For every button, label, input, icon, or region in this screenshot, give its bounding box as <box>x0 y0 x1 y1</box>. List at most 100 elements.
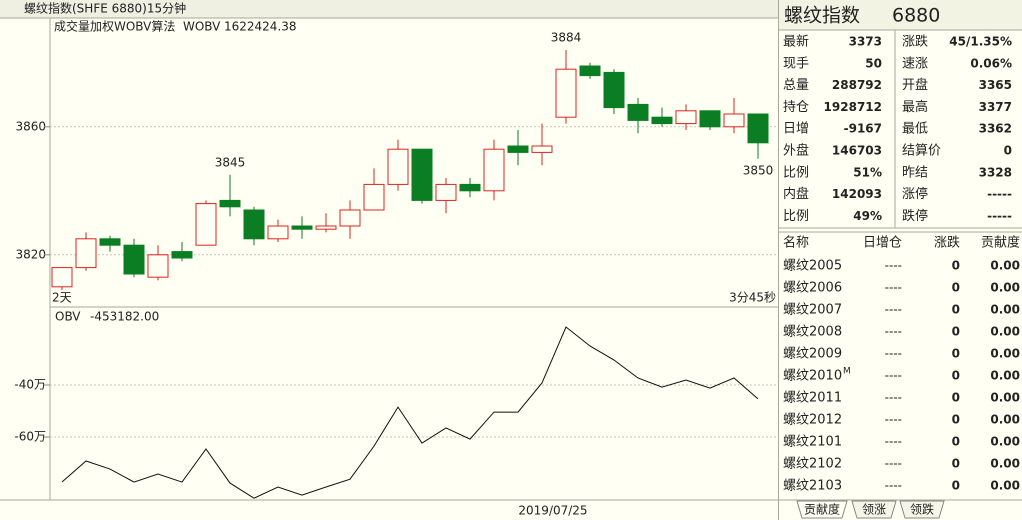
tab-shape[interactable] <box>899 500 945 519</box>
table-cell: 0.00 <box>990 479 1020 493</box>
candle-body <box>99 238 121 246</box>
candle-body <box>123 244 145 275</box>
contract-name[interactable]: 螺纹2006 <box>783 281 842 296</box>
candle-body <box>627 103 649 121</box>
tab-label[interactable]: 领跌 <box>910 502 934 517</box>
table-cell: 0 <box>952 369 960 383</box>
table-cell: 0.00 <box>990 303 1020 317</box>
tab-shape[interactable] <box>851 500 897 519</box>
quote-value: 3365 <box>979 78 1012 92</box>
contract-name[interactable]: 螺纹2009 <box>783 347 842 362</box>
contract-name[interactable]: 螺纹2005 <box>783 259 842 274</box>
table-cell: 0 <box>952 303 960 317</box>
legend-value: -453182.00 <box>90 310 159 324</box>
quote-label: 最高 <box>902 99 928 115</box>
y-tick-label: -40万 <box>14 378 46 392</box>
quote-label: 总量 <box>783 78 809 93</box>
table-cell: 0.00 <box>990 325 1020 339</box>
candle-body <box>435 183 457 201</box>
contract-name[interactable]: 螺纹2103 <box>783 479 842 494</box>
quote-label: 结算价 <box>902 144 941 159</box>
quote-value: 3377 <box>979 100 1012 114</box>
header-title: 螺纹指数(SHFE 6880)15分钟 <box>24 1 186 16</box>
table-cell: 0.00 <box>990 259 1020 273</box>
candle-body <box>507 145 529 153</box>
quote-label: 内盘 <box>783 186 809 202</box>
contract-name[interactable]: 螺纹2011 <box>783 391 842 406</box>
y-tick-label: 3820 <box>15 247 46 261</box>
quote-value: 49% <box>853 209 882 223</box>
table-cell: 0 <box>952 391 960 405</box>
tab-label[interactable]: 贡献度 <box>804 502 840 517</box>
candle-body <box>195 203 217 246</box>
candle-body <box>483 148 505 192</box>
table-cell: ---- <box>885 347 902 361</box>
table-cell: ---- <box>885 391 902 405</box>
indicator-value: 1622424.38 <box>224 20 297 34</box>
annotation: 3845 <box>215 155 246 169</box>
table-cell: 0 <box>952 413 960 427</box>
quote-title: 螺纹指数 <box>784 5 860 27</box>
candle-body <box>75 238 97 269</box>
quote-label: 速涨 <box>902 56 928 71</box>
table-cell: 0 <box>952 457 960 471</box>
table-cell: 0.00 <box>990 369 1020 383</box>
contract-name[interactable]: 螺纹2007 <box>783 303 842 318</box>
table-cell: 0 <box>952 281 960 295</box>
candle-body <box>531 145 553 153</box>
quote-label: 外盘 <box>783 143 809 159</box>
table-cell: 0.00 <box>990 281 1020 295</box>
date-label: 2019/07/25 <box>518 504 587 518</box>
table-cell: 0 <box>952 325 960 339</box>
quote-label: 持仓 <box>783 100 809 115</box>
table-cell: ---- <box>885 325 902 339</box>
tab-shape[interactable] <box>796 500 848 519</box>
candle-body <box>339 209 361 227</box>
candle-body <box>603 71 625 109</box>
table-cell: ---- <box>885 369 902 383</box>
table-cell: 0.00 <box>990 391 1020 405</box>
quote-value: ----- <box>987 187 1012 201</box>
quote-label: 最低 <box>902 122 928 137</box>
table-cell: ---- <box>885 281 902 295</box>
quote-value: ----- <box>987 209 1012 223</box>
table-cell: ---- <box>885 435 902 449</box>
candle-body <box>699 110 721 128</box>
quote-label: 昨结 <box>902 165 928 180</box>
contract-name[interactable]: 螺纹2012 <box>783 413 842 428</box>
candle-body <box>315 225 337 230</box>
table-cell: ---- <box>885 259 902 273</box>
candle-body <box>459 183 481 192</box>
contract-name[interactable]: 螺纹2008 <box>783 325 842 340</box>
indicator-label: WOBV <box>183 20 221 34</box>
quote-header <box>779 0 1022 30</box>
y-tick-label: 3860 <box>15 119 46 133</box>
contract-name[interactable]: 螺纹2010 <box>783 369 842 384</box>
contract-name[interactable]: 螺纹2102 <box>783 457 842 472</box>
table-cell: 0 <box>952 347 960 361</box>
quote-value: 0.06% <box>970 56 1012 70</box>
candle-body <box>723 113 745 128</box>
quote-label: 跌停 <box>902 208 928 224</box>
corner-note: 2天 <box>52 291 72 305</box>
table-header: 涨跌 <box>934 235 960 251</box>
candle-body <box>579 65 601 77</box>
quote-label: 最新 <box>783 34 809 50</box>
table-cell: 0 <box>952 435 960 449</box>
candle-body <box>411 148 433 201</box>
contract-name[interactable]: 螺纹2101 <box>783 435 842 450</box>
table-header: 日增仓 <box>863 236 902 251</box>
table-cell: 0 <box>952 479 960 493</box>
candle-body <box>747 113 769 144</box>
table-cell: ---- <box>885 303 902 317</box>
quote-value: 45/1.35% <box>949 35 1012 49</box>
y-tick-label: -60万 <box>14 430 46 444</box>
corner-note: 3分45秒 <box>729 291 776 305</box>
table-cell: 0.00 <box>990 347 1020 361</box>
table-cell: ---- <box>885 479 902 493</box>
table-cell: 0.00 <box>990 413 1020 427</box>
tab-label[interactable]: 领涨 <box>862 502 886 517</box>
legend-name: OBV <box>55 310 81 324</box>
candle-body <box>555 68 577 118</box>
